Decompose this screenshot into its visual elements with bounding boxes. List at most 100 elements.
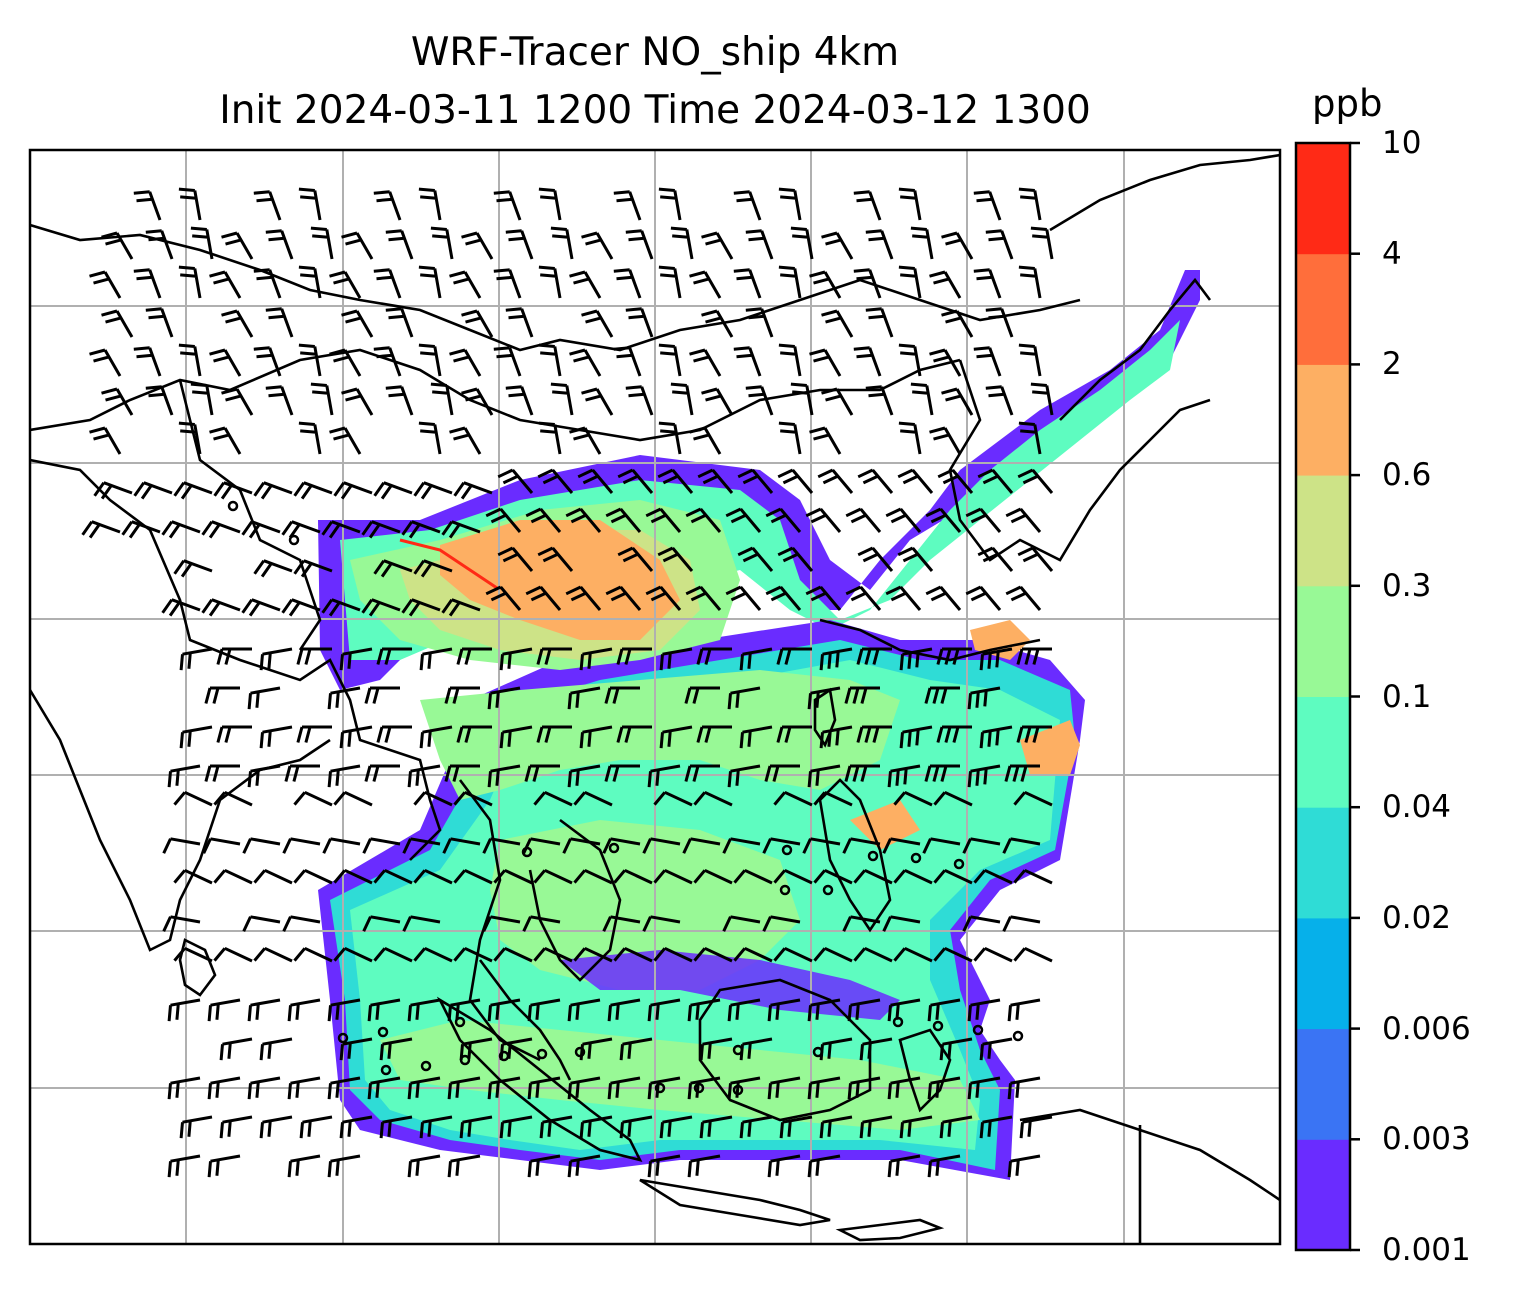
wind-barb (253, 946, 293, 963)
tracer-concentration-field (318, 270, 1200, 1180)
coast-borneo (698, 978, 872, 1122)
wind-barb (687, 998, 721, 1022)
wind-barb (1018, 187, 1042, 221)
wind-barb (321, 520, 361, 539)
wind-barb (645, 585, 682, 611)
wind-barb (762, 837, 801, 854)
wind-barb (538, 265, 562, 299)
wind-barb (847, 998, 881, 1022)
wind-barb (733, 190, 762, 221)
wind-barb (173, 481, 213, 500)
wind-barb (685, 585, 722, 611)
wind-barb (939, 1115, 973, 1139)
wind-barb (697, 468, 734, 494)
wind-barb (282, 915, 321, 932)
wind-barb (327, 764, 361, 788)
wind-barb (1013, 946, 1053, 963)
wind-barb (581, 387, 614, 416)
calm-wind-markers (227, 500, 1024, 1096)
wind-barb (1013, 790, 1053, 807)
wind-barb (361, 598, 401, 617)
wind-barb (844, 686, 880, 704)
wind-barb (967, 764, 1001, 788)
wind-barb (333, 790, 373, 807)
wind-barb (625, 385, 654, 416)
wind-barb (1013, 868, 1053, 885)
wind-barb (865, 385, 894, 416)
wind-barb (322, 837, 361, 854)
wind-barb (333, 946, 373, 963)
wind-barb (853, 190, 882, 221)
wind-barb (865, 307, 894, 338)
wind-barb (213, 790, 253, 807)
wind-barb (562, 837, 601, 854)
wind-barb (1004, 764, 1040, 782)
wind-barb (653, 868, 693, 885)
wind-barb (778, 265, 802, 299)
wind-barb (725, 585, 762, 611)
wind-barb (569, 426, 602, 455)
wind-barb (527, 998, 561, 1022)
wind-barb (1005, 585, 1042, 611)
wind-barb (447, 998, 481, 1022)
wind-barb (209, 270, 242, 299)
wind-barb (658, 187, 682, 221)
wind-barb (701, 309, 734, 338)
wind-barb (924, 764, 960, 782)
wind-barb (939, 1037, 973, 1061)
wind-barb (259, 1037, 293, 1061)
wind-barb (722, 837, 761, 854)
wind-barb (604, 764, 640, 782)
wind-barb (418, 421, 442, 455)
wind-barb (527, 1076, 561, 1100)
wind-barb (179, 1115, 213, 1139)
wind-barb (689, 348, 722, 377)
wind-barb (162, 837, 201, 854)
wind-barb (727, 998, 761, 1022)
wind-barb (449, 348, 482, 377)
wind-barb (967, 686, 1001, 710)
wind-barb (449, 426, 482, 455)
wind-barb (1030, 226, 1054, 260)
wind-barb (204, 764, 240, 782)
wind-barb (293, 790, 333, 807)
wind-barb (550, 382, 574, 416)
colorbar-segment (1296, 364, 1350, 476)
wind-barb (642, 915, 681, 932)
wind-barb (745, 229, 774, 260)
colorbar-segment (1296, 917, 1350, 1030)
wind-barb (853, 346, 882, 377)
wind-barb (444, 764, 480, 782)
coast-new-guinea (1019, 1108, 1280, 1202)
wind-barb (242, 837, 281, 854)
wind-barb (727, 764, 761, 788)
wind-barb (401, 520, 441, 539)
wind-barb (670, 226, 694, 260)
colorbar-segment (1296, 696, 1350, 808)
wind-barb (493, 190, 522, 221)
wind-barb (178, 421, 202, 455)
wind-barb (209, 348, 242, 377)
wind-barb (565, 507, 602, 533)
wind-barb (550, 226, 574, 260)
colorbar-segment (1296, 585, 1350, 697)
wind-barb (819, 725, 853, 749)
wind-barb (684, 686, 720, 704)
wind-barb (613, 190, 642, 221)
wind-barb (259, 1115, 293, 1139)
wind-barb (379, 1115, 413, 1139)
colorbar-tick-label: 0.001 (1382, 1232, 1471, 1268)
wind-barb (897, 468, 934, 494)
wind-barb (499, 1115, 533, 1139)
wind-barb (922, 837, 961, 854)
wind-barb (201, 598, 241, 617)
wind-barb (538, 343, 562, 377)
wind-barb (581, 309, 614, 338)
wind-barb (647, 1154, 681, 1178)
wind-barb (813, 946, 853, 963)
wind-barb (253, 868, 293, 885)
wind-barb (204, 686, 240, 704)
wind-barb (373, 268, 402, 299)
wind-barb (418, 265, 442, 299)
wind-barb (887, 1076, 921, 1100)
